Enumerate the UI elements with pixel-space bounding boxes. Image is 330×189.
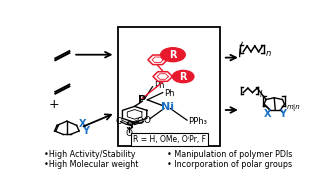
Text: O: O: [126, 129, 133, 138]
Text: P: P: [138, 95, 146, 105]
Text: X: X: [264, 109, 271, 119]
Text: ⎛: ⎛: [238, 41, 244, 57]
Text: O: O: [136, 117, 143, 126]
Text: Ph: Ph: [154, 81, 164, 90]
Text: Ni: Ni: [161, 102, 174, 112]
Text: m|n: m|n: [286, 104, 300, 111]
Text: Y: Y: [82, 126, 89, 136]
Text: S: S: [125, 121, 133, 131]
Text: O: O: [116, 117, 123, 126]
Text: •High Molecular weight: •High Molecular weight: [44, 160, 138, 169]
Text: • Manipulation of polymer PDIs: • Manipulation of polymer PDIs: [167, 150, 292, 159]
Text: O: O: [144, 116, 151, 125]
Text: +: +: [49, 98, 59, 111]
Text: R: R: [169, 50, 177, 60]
Text: • Incorporation of polar groups: • Incorporation of polar groups: [167, 160, 292, 169]
Text: R: R: [180, 71, 187, 81]
Text: Ph: Ph: [164, 89, 175, 98]
Text: Y: Y: [280, 109, 286, 119]
Circle shape: [161, 48, 185, 62]
Text: PPh₃: PPh₃: [188, 117, 207, 126]
Text: R = H, OMe, OⁱPr, F: R = H, OMe, OⁱPr, F: [133, 135, 206, 144]
Circle shape: [173, 70, 194, 83]
Text: l: l: [260, 90, 262, 99]
Text: n: n: [266, 50, 271, 58]
Bar: [118, 27, 220, 146]
Text: X: X: [79, 119, 87, 129]
Text: •High Activity/Stability: •High Activity/Stability: [44, 150, 135, 159]
